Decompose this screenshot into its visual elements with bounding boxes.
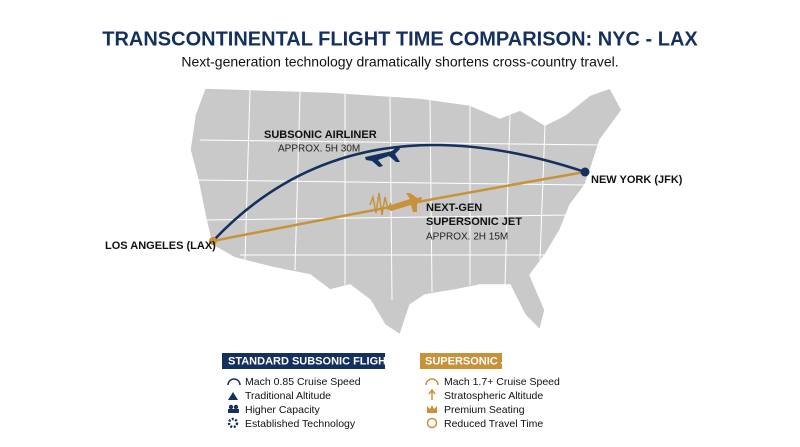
route-name: SUPERSONIC JET	[426, 216, 522, 228]
origin-city: LOS ANGELES (LAX)	[105, 240, 216, 252]
legend-icons	[227, 378, 439, 429]
route-name: NEXT-GEN	[426, 202, 482, 214]
title: TRANSCONTINENTAL FLIGHT TIME COMPARISON:…	[102, 28, 698, 50]
destination-city: NEW YORK (JFK)	[591, 174, 683, 186]
legend-item: Reduced Travel Time	[444, 418, 543, 430]
jfk-dot	[580, 167, 590, 177]
us-map	[189, 87, 623, 337]
subsonic-route	[212, 143, 586, 242]
subtitle: Next-generation technology dramatically …	[181, 54, 618, 70]
legend-item: Mach 1.7+ Cruise Speed	[444, 376, 560, 388]
legend-item: Established Technology	[245, 418, 356, 430]
route-time: APPROX. 5H 30M	[278, 144, 360, 155]
supersonic-plane	[385, 193, 422, 212]
legend-title: STANDARD SUBSONIC FLIGHT	[228, 355, 393, 367]
legend-item: Higher Capacity	[245, 404, 320, 416]
legend-item: Premium Seating	[444, 404, 525, 416]
route-name: SUBSONIC AIRLINER	[264, 129, 377, 141]
state-lines	[194, 89, 601, 301]
route-time: APPROX. 2H 15M	[426, 232, 508, 243]
sonic-wave	[369, 192, 392, 216]
legend-title: SUPERSONIC JET	[425, 355, 521, 367]
lax-dot	[209, 237, 217, 245]
legend-header-bg	[420, 353, 502, 369]
legend-header-bg	[222, 353, 385, 369]
legend-item: Traditional Altitude	[245, 390, 331, 402]
legend-item: Stratospheric Altitude	[444, 390, 543, 402]
legend-item: Mach 0.85 Cruise Speed	[245, 376, 361, 388]
subsonic-plane	[365, 146, 400, 167]
